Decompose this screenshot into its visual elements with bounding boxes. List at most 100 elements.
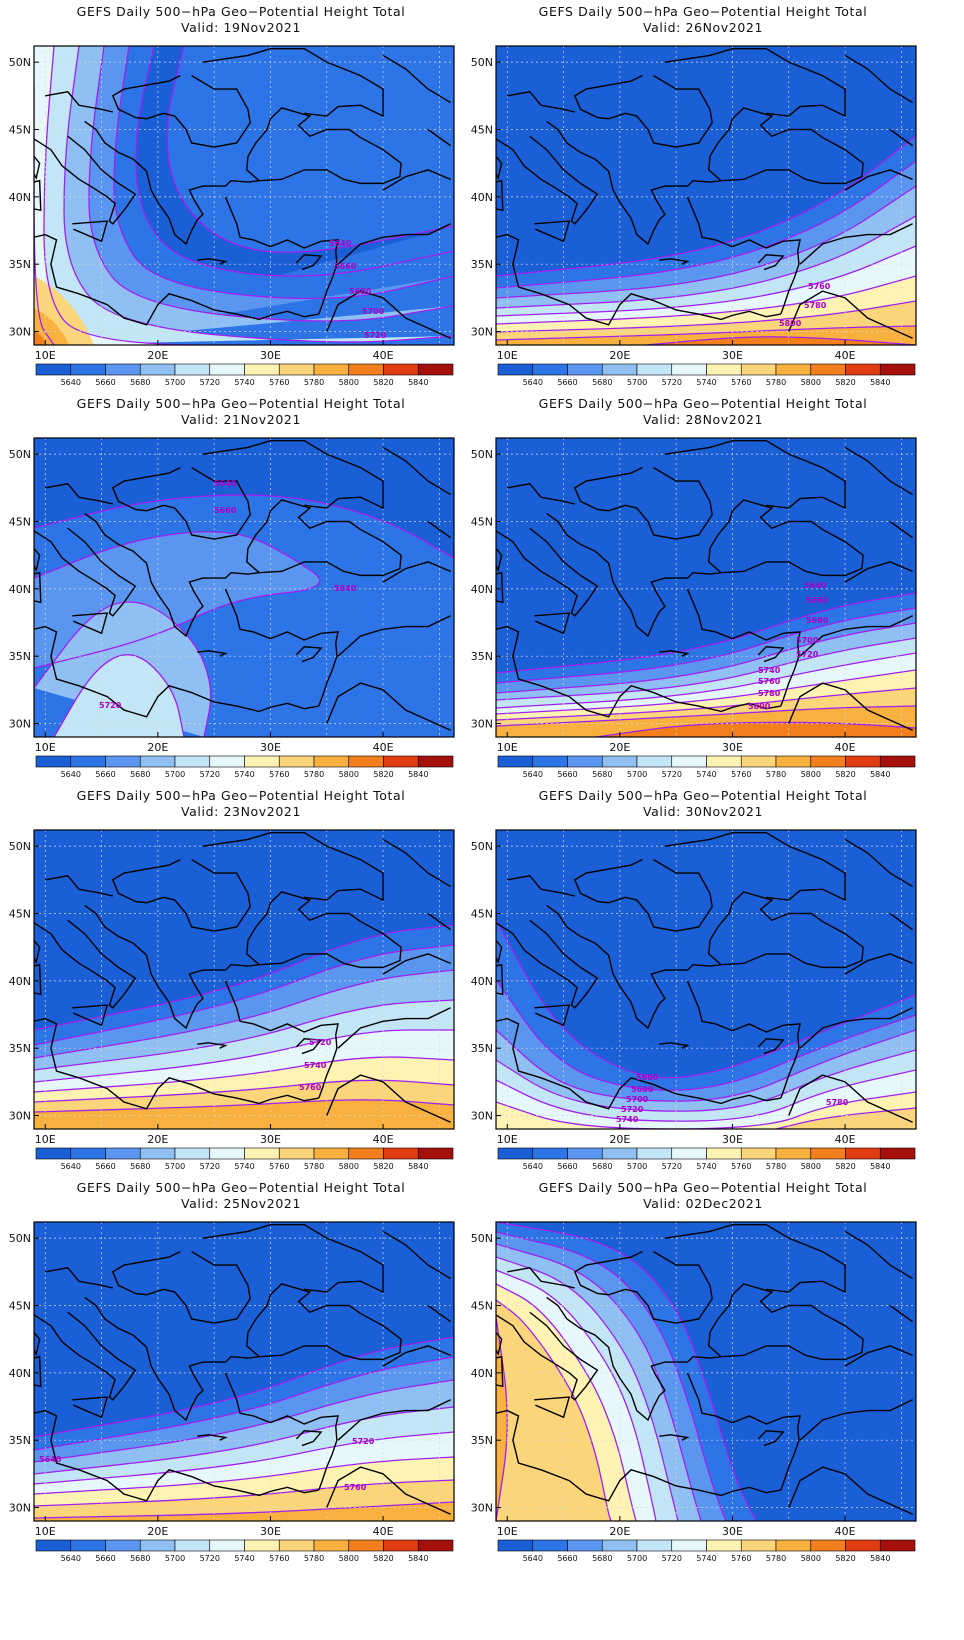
colorbar-label: 5640 xyxy=(61,1162,81,1171)
colorbar-swatch xyxy=(35,755,72,768)
height-band xyxy=(496,1092,916,1129)
coastline xyxy=(496,527,599,617)
coastline xyxy=(889,912,914,931)
colorbar-label: 5820 xyxy=(835,378,855,387)
longitude-label: 20E xyxy=(609,1133,630,1146)
colorbar-swatch xyxy=(35,1147,72,1160)
colorbar-label: 5760 xyxy=(731,378,751,387)
colorbar-swatch xyxy=(671,755,707,768)
contour-label: 5640 xyxy=(334,584,357,593)
latitude-label: 40N xyxy=(9,975,31,988)
height-band xyxy=(496,336,916,345)
island-outline xyxy=(534,220,571,243)
colorbar-label: 5720 xyxy=(662,1554,682,1563)
island-outline xyxy=(496,571,504,604)
forecast-panel: GEFS Daily 500−hPa Geo−Potential Height … xyxy=(0,392,482,802)
colorbar-label: 5720 xyxy=(200,378,220,387)
contour-line xyxy=(496,1029,916,1102)
colorbar-label: 5780 xyxy=(304,1554,324,1563)
latitude-label: 40N xyxy=(9,1367,31,1380)
coastline xyxy=(664,1223,846,1294)
contour-label: 5660 xyxy=(806,596,829,605)
latitude-label: 40N xyxy=(471,975,493,988)
longitude-label: 20E xyxy=(147,1525,168,1538)
colorbar-label: 5780 xyxy=(766,1554,786,1563)
colorbar-swatch xyxy=(775,1539,812,1552)
colorbar-swatch xyxy=(879,755,916,768)
coastline xyxy=(45,875,113,897)
coastline xyxy=(686,1372,801,1491)
contour-line xyxy=(496,669,916,715)
longitude-label: 10E xyxy=(497,741,518,754)
colorbar-label: 5800 xyxy=(801,378,821,387)
coastline xyxy=(889,520,914,539)
contour-line xyxy=(34,944,454,1046)
contour-line xyxy=(645,336,916,345)
colorbar: 5640 5660 5680 5700 5720 5740 5760 5780 5800 5820… xyxy=(497,1147,916,1171)
coastline xyxy=(664,47,846,118)
coastline xyxy=(788,1466,913,1515)
island-outline xyxy=(659,650,690,657)
coastline xyxy=(573,74,713,148)
coastline xyxy=(427,128,452,147)
longitude-label: 40E xyxy=(835,1133,856,1146)
island-outline xyxy=(72,1396,109,1419)
colorbar-label: 5740 xyxy=(234,1162,254,1171)
colorbar-label: 5840 xyxy=(870,770,890,779)
longitude-label: 40E xyxy=(373,1525,394,1538)
colorbar-swatch xyxy=(70,755,106,768)
coastline xyxy=(844,446,913,496)
colorbar-label: 5720 xyxy=(200,770,220,779)
contour-label: 5640 xyxy=(39,1455,62,1464)
colorbar-label: 5680 xyxy=(130,378,150,387)
coastline xyxy=(45,91,113,113)
island-outline xyxy=(34,155,41,180)
colorbar-swatch xyxy=(139,755,176,768)
latitude-label: 40N xyxy=(9,583,31,596)
contour-line xyxy=(34,1501,454,1519)
latitude-label: 30N xyxy=(9,1110,31,1123)
latitude-label: 50N xyxy=(471,1232,493,1245)
contour-label: 5720 xyxy=(99,701,122,710)
contour-label: 5720 xyxy=(309,1038,332,1047)
colorbar-swatch xyxy=(244,363,280,376)
colorbar: 5640 5660 5680 5700 5720 5740 5760 5780 5800 5820… xyxy=(35,1539,454,1563)
colorbar-label: 5700 xyxy=(627,1554,647,1563)
map-area xyxy=(496,1222,916,1521)
latitude-label: 45N xyxy=(9,516,31,529)
colorbar-label: 5780 xyxy=(766,1162,786,1171)
coastline xyxy=(496,135,599,225)
latitude-label: 45N xyxy=(471,1300,493,1313)
colorbar-label: 5780 xyxy=(304,770,324,779)
colorbar-label: 5640 xyxy=(61,378,81,387)
colorbar-label: 5740 xyxy=(234,378,254,387)
latitude-label: 50N xyxy=(9,840,31,853)
latitude-label: 35N xyxy=(471,650,493,663)
coastline xyxy=(844,169,913,191)
contour-line xyxy=(34,924,454,1031)
colorbar-swatch xyxy=(706,1539,742,1552)
coastline xyxy=(326,1466,451,1515)
contour-label: 5720 xyxy=(352,1437,375,1446)
coastline xyxy=(686,588,801,707)
contour-line xyxy=(166,46,454,253)
colorbar-swatch xyxy=(845,1147,881,1160)
contour-line xyxy=(496,185,916,299)
coastline xyxy=(246,1283,402,1361)
height-band xyxy=(34,46,454,345)
colorbar-swatch xyxy=(35,1539,72,1552)
panel-title: GEFS Daily 500−hPa Geo−Potential Height … xyxy=(538,788,868,803)
forecast-panel: GEFS Daily 500−hPa Geo−Potential Height … xyxy=(462,0,944,410)
colorbar-swatch xyxy=(244,1147,280,1160)
latitude-label: 30N xyxy=(9,718,31,731)
island-outline xyxy=(72,220,109,243)
island-outline xyxy=(534,1004,571,1027)
coastline xyxy=(889,128,914,147)
contour-label: 5800 xyxy=(779,319,802,328)
colorbar-swatch xyxy=(244,1539,280,1552)
longitude-label: 10E xyxy=(35,349,56,362)
contour-line xyxy=(496,1316,508,1521)
coastline xyxy=(708,1283,864,1361)
contour-line xyxy=(43,46,334,345)
coastline xyxy=(84,512,260,638)
